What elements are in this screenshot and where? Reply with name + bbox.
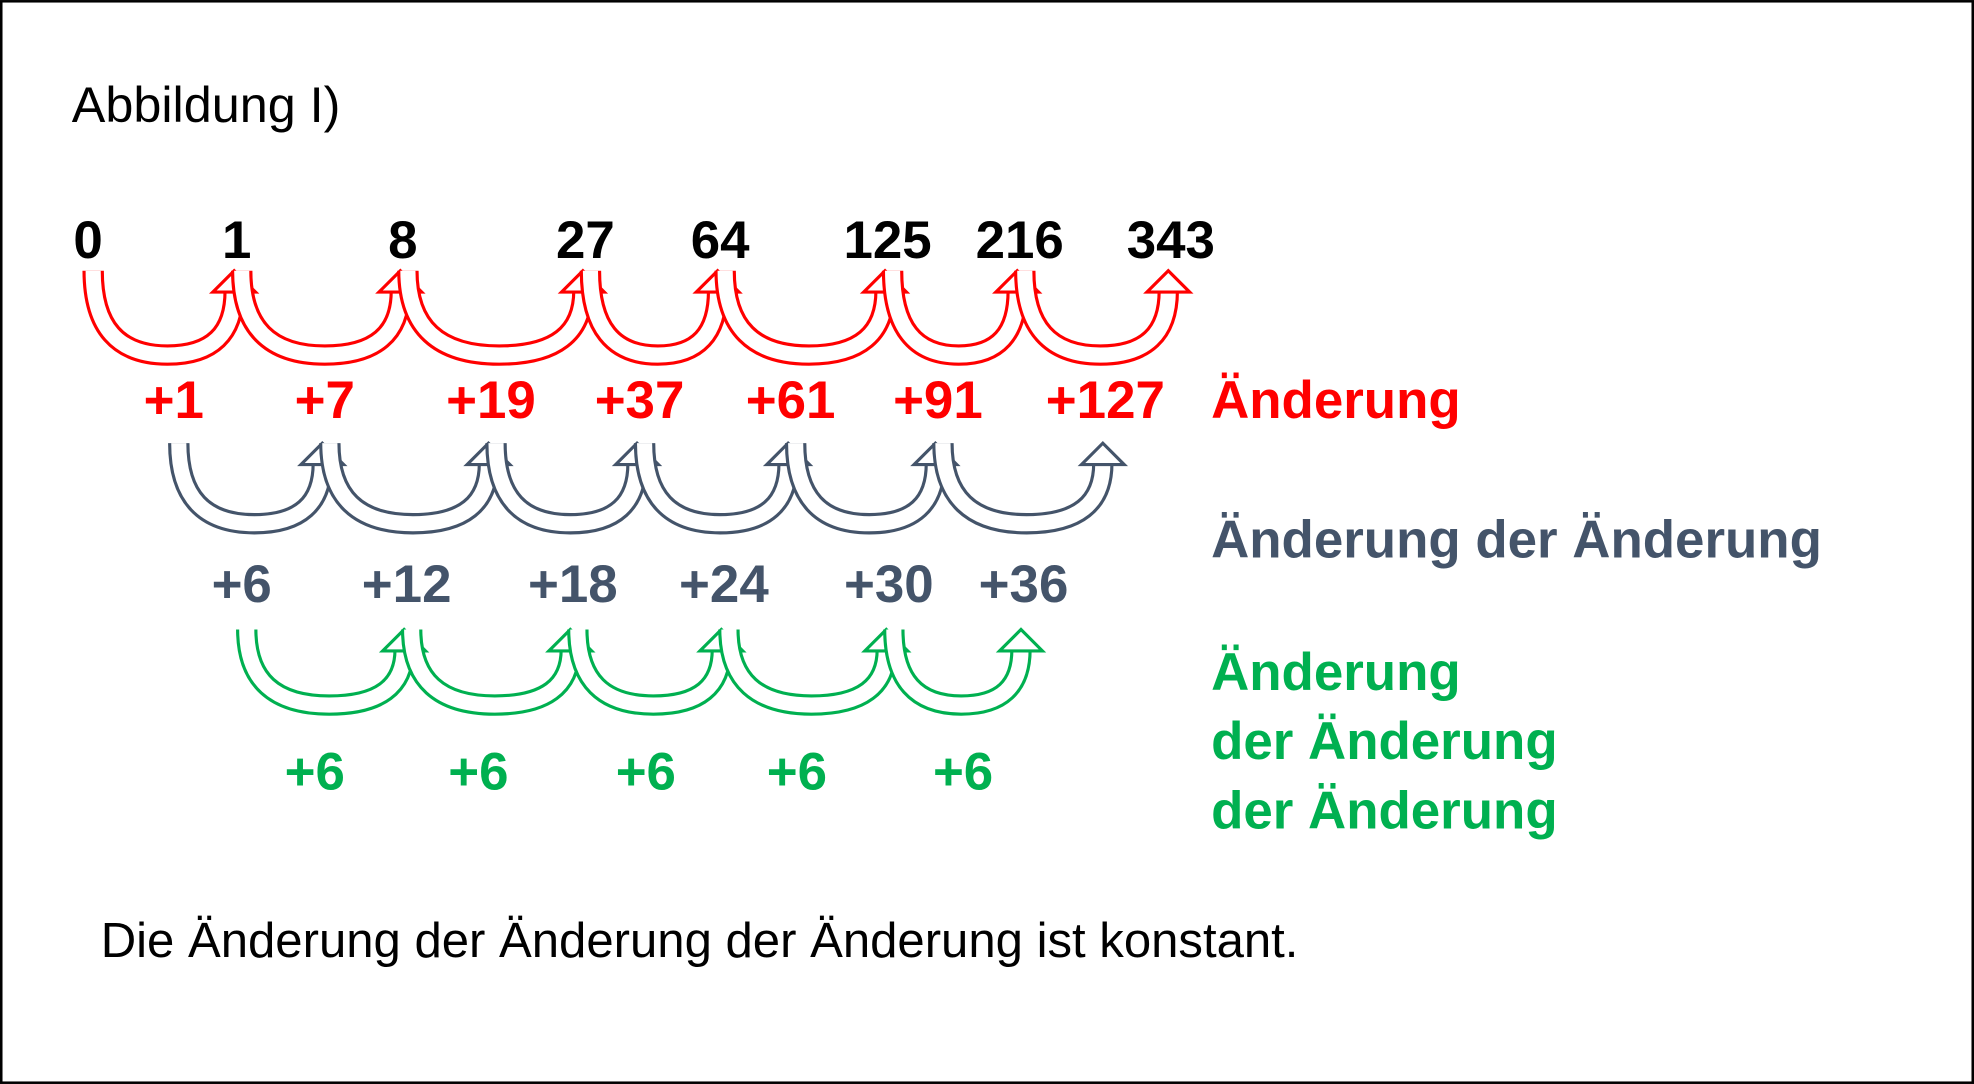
arrow-body — [400, 270, 591, 363]
row-value: 0 — [73, 211, 102, 270]
conclusion: Die Änderung der Änderung der Änderung i… — [101, 914, 1299, 968]
arrow-body — [788, 443, 943, 532]
third-changes-label: der Änderung — [1211, 712, 1558, 771]
arrow-body — [582, 270, 726, 363]
arrow-body — [885, 270, 1025, 363]
arrow-body — [488, 443, 645, 532]
row-value: +37 — [595, 371, 685, 430]
arrow-body — [935, 443, 1111, 532]
row-value: +12 — [362, 555, 452, 614]
third-changes-label: Änderung — [1211, 643, 1461, 702]
arrow-body — [171, 443, 330, 532]
row-value: +6 — [616, 742, 676, 801]
third-changes-label: der Änderung — [1211, 781, 1558, 840]
arrow-body — [1017, 270, 1176, 363]
arrow-head — [1077, 440, 1129, 467]
row-value: +19 — [446, 371, 536, 430]
row-value: 216 — [976, 211, 1064, 270]
arrow-body — [404, 629, 578, 713]
row-value: +36 — [979, 555, 1069, 614]
row-value: +24 — [679, 555, 769, 614]
row-value: +6 — [767, 742, 827, 801]
arrow-body — [570, 629, 729, 713]
arrow-body — [239, 629, 412, 713]
arrow-body — [637, 443, 796, 532]
row-value: 64 — [691, 211, 750, 270]
rows: 0 1 8 27 64 125 216 343 +1 +7 +19 +37 +61 +91 +127 +6 +1… — [73, 211, 1214, 801]
row-value: +6 — [285, 742, 345, 801]
title: Abbildung I) — [72, 76, 341, 133]
arrow-head — [1143, 268, 1194, 294]
arrow-body — [85, 270, 242, 363]
arrow-body — [886, 629, 1029, 713]
row-value: 343 — [1127, 211, 1215, 270]
second-changes-label: Änderung der Änderung — [1211, 511, 1822, 570]
row-value: +127 — [1046, 371, 1165, 430]
row-value: 125 — [843, 211, 931, 270]
arrow-body — [234, 270, 408, 363]
row-value: +91 — [893, 371, 983, 430]
arrow-head — [995, 627, 1047, 653]
row-value: +1 — [144, 371, 204, 430]
arrow-body — [717, 270, 893, 363]
changes-label: Änderung — [1211, 371, 1461, 430]
row-value: +30 — [844, 555, 934, 614]
row-value: +6 — [448, 742, 508, 801]
row-value: +18 — [528, 555, 618, 614]
arrow-body — [322, 443, 497, 532]
row-value: 1 — [222, 211, 251, 270]
row-value: +7 — [295, 371, 355, 430]
row-value: 8 — [388, 211, 417, 270]
row-value: +6 — [212, 555, 272, 614]
row-value: +6 — [933, 742, 993, 801]
arrow-body — [721, 629, 894, 713]
row-value: 27 — [556, 211, 615, 270]
row-value: +61 — [746, 371, 836, 430]
